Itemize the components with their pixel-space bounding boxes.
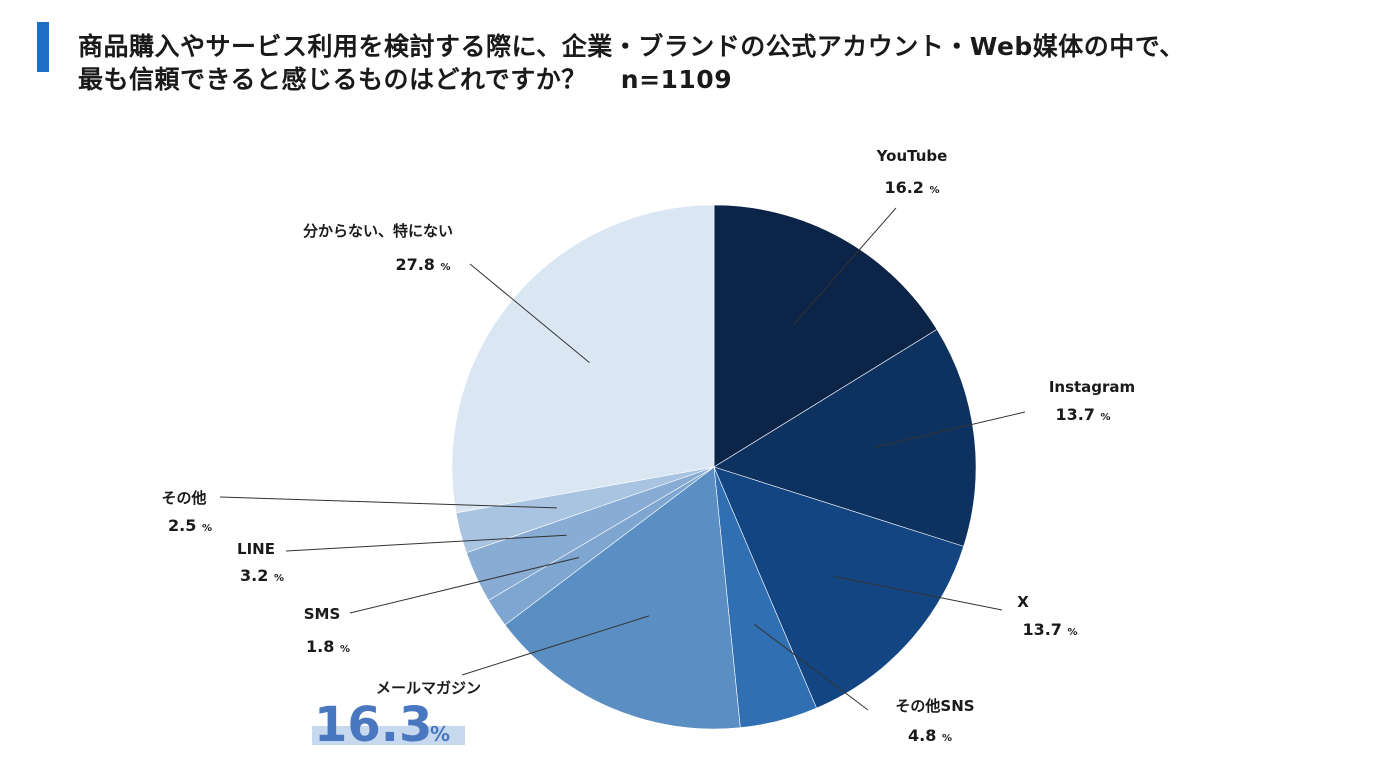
leader-line [461,615,650,676]
pie-slices [451,204,977,730]
leader-line [219,496,557,509]
slice-value-label: 3.2 % [240,566,284,585]
leader-line [349,556,580,614]
sample-size: n=1109 [620,65,733,94]
slice-labels: YouTube 16.2 % Instagram 13.7 % X 13.7 % その他SN… [161,147,1135,753]
slice-value-label: 27.8 % [395,255,450,274]
slice-label: 分からない、特にない [303,222,453,240]
slice-value-label: 4.8 % [908,726,952,745]
percent-unit: % [430,722,450,746]
leader-line [469,263,590,364]
page-title: 商品購入やサービス利用を検討する際に、企業・ブランドの公式アカウント・Web媒体… [78,30,1185,96]
slice-value-label: 1.8 % [306,637,350,656]
slice-label: YouTube [876,147,948,165]
leader-lines [219,207,1026,711]
slice-label: メールマガジン [376,679,481,697]
pie-slice [713,328,977,547]
slice-label: LINE [237,540,275,558]
slice-label: その他SNS [895,697,974,715]
slice-label: X [1017,593,1029,611]
slice-label: SMS [304,605,341,623]
title-line-2: 最も信頼できると感じるものはどれですか？ n=1109 [78,63,1185,96]
pie-slice [713,466,965,709]
pie-slice [451,204,715,514]
leader-line [285,534,567,552]
leader-line [792,207,897,326]
pie-slice [504,466,741,730]
leader-line [834,575,1003,611]
leader-line [875,411,1026,448]
slice-value-label: 13.7 % [1055,405,1110,424]
highlight-box [312,726,465,745]
title-question: 最も信頼できると感じるものはどれですか？ [78,65,587,94]
slice-value-label: 2.5 % [168,516,212,535]
leader-line [754,623,869,711]
slice-label: Instagram [1049,378,1135,396]
pie-slice [713,204,938,468]
slice-label: その他 [161,489,206,507]
slice-value-label: 16.2 % [884,178,939,197]
title-accent-bar [37,22,49,72]
title-line-1: 商品購入やサービス利用を検討する際に、企業・ブランドの公式アカウント・Web媒体… [78,32,1185,61]
slice-value-label: 13.7 % [1022,620,1077,639]
slice-value-label: 16.3 [314,697,432,753]
